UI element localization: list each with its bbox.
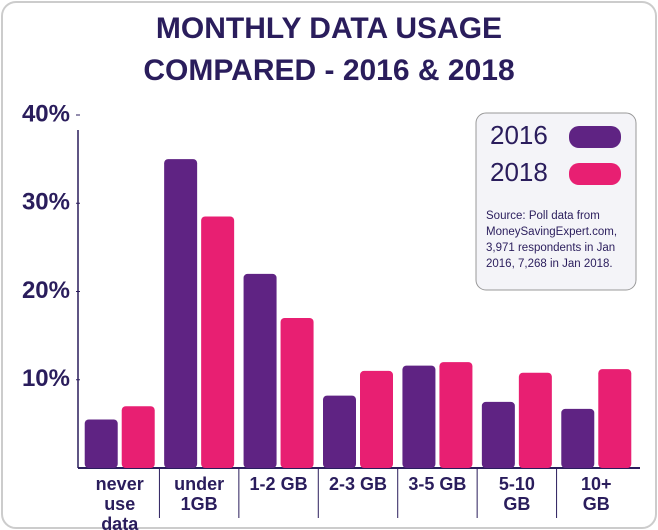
x-tick-label: 3-5 GB	[408, 474, 467, 494]
x-tick-label: under 1GB	[174, 474, 225, 514]
chart-title: MONTHLY DATA USAGE	[155, 12, 503, 45]
legend-label: 2016	[490, 120, 548, 150]
legend-swatch	[569, 163, 621, 185]
y-tick-label: 40%	[22, 100, 70, 127]
bar	[439, 362, 473, 468]
legend-swatch	[569, 126, 621, 148]
legend-label: 2018	[490, 157, 548, 187]
x-tick-label: 1-2 GB	[249, 474, 308, 494]
bar	[481, 401, 515, 468]
bar	[201, 216, 235, 468]
bar	[323, 395, 356, 468]
x-tick-label: never use data	[95, 474, 144, 530]
chart-title: COMPARED - 2016 & 2018	[143, 54, 515, 87]
bar	[360, 370, 393, 468]
source-note: Source: Poll data from MoneySavingExpert…	[486, 210, 618, 270]
bar	[121, 406, 155, 468]
bar	[561, 408, 595, 468]
bar	[518, 372, 552, 468]
x-tick-label: 5-10 GB	[498, 474, 535, 514]
x-tick-label: 10+ GB	[581, 474, 612, 514]
bar	[402, 365, 436, 468]
bar	[164, 159, 198, 468]
legend-box	[475, 112, 637, 291]
bar	[280, 317, 314, 468]
x-tick-label: 2-3 GB	[328, 474, 388, 494]
bar	[598, 369, 632, 468]
bar	[84, 419, 118, 468]
y-tick-label: 30%	[22, 189, 70, 216]
bar	[243, 273, 277, 468]
y-tick-label: 10%	[22, 365, 70, 392]
y-tick-label: 20%	[22, 277, 70, 304]
